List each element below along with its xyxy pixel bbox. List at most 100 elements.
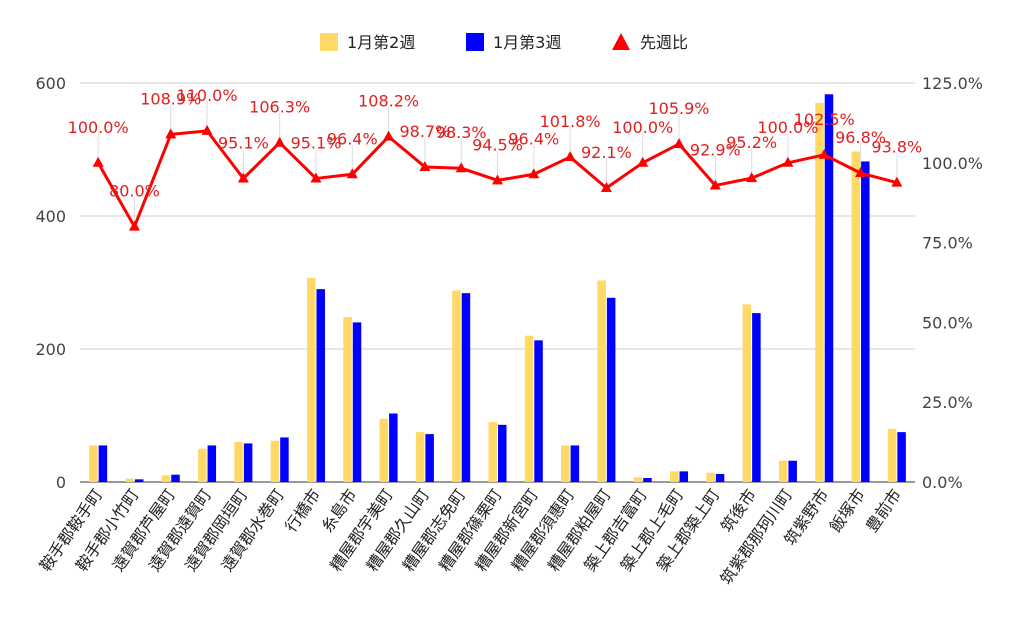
right-tick-label: 75.0% [922,234,973,253]
ratio-marker [128,220,140,231]
ratio-data-label: 102.5% [794,110,855,129]
bar-week3 [498,424,507,482]
ratio-marker [274,136,286,147]
ratio-data-label: 95.2% [726,133,777,152]
ratio-marker [310,172,322,183]
bar-week2 [742,304,752,482]
ratio-data-label: 92.9% [690,140,741,159]
ratio-marker [383,130,395,141]
bar-week3 [606,297,616,482]
ratio-data-label: 95.1% [291,133,342,152]
bar-week2 [270,440,280,482]
right-tick-label: 25.0% [922,393,973,412]
bar-week2 [887,428,897,482]
legend-label-week3: 1月第3週 [493,33,561,52]
ratio-marker [419,160,431,171]
bar-week3 [98,445,108,482]
ratio-data-label: 92.1% [581,143,632,162]
ratio-data-label: 108.2% [358,92,419,111]
legend-label-ratio: 先週比 [640,33,688,52]
bar-week2 [343,317,352,482]
right-tick-label: 125.0% [922,74,983,93]
bar-week2 [306,277,316,482]
ratio-data-label: 80.0% [109,182,160,201]
ratio-marker [818,148,830,159]
bar-week2 [161,475,171,482]
ratio-marker [709,179,721,190]
bar-week3 [461,293,471,482]
bar-week3 [715,474,725,482]
left-axis: 0 200 400 600 [35,74,66,492]
ratio-marker [455,162,467,173]
bar-week2 [815,102,824,482]
ratio-marker [564,151,576,162]
ratio-data-label: 98.7% [399,122,450,141]
ratio-data-label: 98.3% [436,123,487,142]
right-axis: 0.0% 25.0% 50.0% 75.0% 100.0% 125.0% [922,74,983,492]
bar-week3 [752,313,761,482]
bar-week3 [824,94,834,483]
category-labels: 鞍手郡鞍手町鞍手郡小竹町遠賀郡芦屋町遠賀郡遠賀町遠賀郡岡垣町遠賀郡水巻町行橋市糸… [36,485,905,588]
ratio-marker [201,124,213,135]
left-tick-label: 0 [56,473,66,492]
bar-week3 [134,479,144,482]
bar-week2 [379,418,389,482]
ratio-data-label: 95.1% [218,133,269,152]
ratio-marker [746,172,758,183]
ratio-data-label: 96.8% [835,128,886,147]
ratio-marker [92,156,104,167]
ratio-data-label: 100.0% [612,118,673,137]
bar-week3 [425,434,434,482]
legend-swatch-week2 [320,33,338,51]
legend-marker-ratio [612,33,630,50]
right-tick-label: 50.0% [922,313,973,332]
right-tick-label: 100.0% [922,154,983,173]
ratio-marker [673,137,685,148]
bar-week3 [316,289,325,482]
ratio-marker [346,168,358,179]
bar-week2 [633,477,643,482]
bar-week2 [851,151,861,482]
ratio-marker [165,128,177,139]
ratio-data-label: 100.0% [68,118,129,137]
category-label: 豊前市 [862,485,905,535]
ratio-marker [891,176,903,187]
ratio-marker [600,182,612,193]
bar-week3 [207,445,217,482]
ratio-line: 100.0%80.0%108.9%110.0%95.1%106.3%95.1%9… [68,86,922,231]
bar-week2 [561,445,570,482]
category-label: 飯塚市 [826,485,869,535]
bar-week3 [897,432,906,482]
bar-week2 [125,478,134,482]
bar-week2 [89,445,98,482]
bar-week3 [171,474,180,482]
left-tick-label: 200 [35,340,66,359]
left-tick-label: 400 [35,207,66,226]
bar-week3 [243,443,253,482]
bar-week2 [706,472,715,482]
ratio-data-label: 96.4% [508,129,559,148]
ratio-data-label: 110.0% [177,86,238,105]
bar-week3 [570,445,580,482]
bar-week3 [389,413,398,482]
gridlines [80,82,915,483]
category-label: 行橋市 [281,485,324,535]
bar-week3 [861,161,870,482]
ratio-data-label: 100.0% [757,118,818,137]
bar-week3 [280,437,289,482]
bar-week2 [198,448,207,482]
ratio-data-label: 105.9% [649,99,710,118]
ratio-data-label: 96.4% [327,129,378,148]
bar-week2 [488,422,497,482]
legend-swatch-week3 [466,33,484,51]
legend-label-week2: 1月第2週 [347,33,415,52]
bar-week2 [415,432,425,482]
ratio-data-label: 93.8% [871,138,922,157]
bar-week2 [670,471,679,482]
bar-week3 [679,471,689,482]
ratio-data-label: 94.5% [472,135,523,154]
bar-week3 [534,340,543,482]
ratio-marker [855,167,867,178]
bar-week2 [524,335,534,482]
